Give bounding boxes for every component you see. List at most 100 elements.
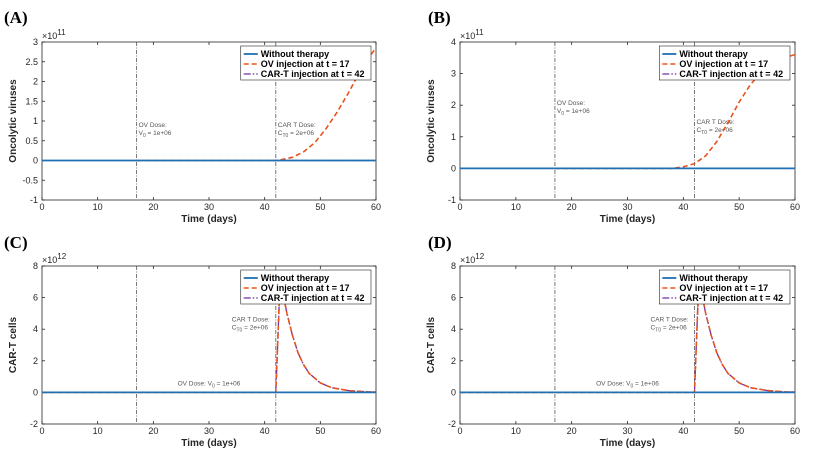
y-tick-label: 1.5 — [25, 96, 38, 106]
x-tick-label: 60 — [371, 426, 381, 436]
legend-box — [240, 45, 372, 81]
panel-label: (B) — [428, 8, 451, 27]
y-tick-label: -0.5 — [22, 175, 38, 185]
y-axis-label: Oncolytic viruses — [426, 79, 437, 163]
legend-entry: Without therapy — [679, 273, 747, 283]
y-tick-label: 0 — [451, 387, 456, 397]
panel-label: (D) — [428, 233, 452, 252]
x-tick-label: 30 — [204, 202, 214, 212]
panel-label: (A) — [4, 8, 28, 27]
legend-entry: Without therapy — [261, 273, 329, 283]
x-tick-label: 10 — [511, 202, 521, 212]
x-tick-label: 50 — [315, 426, 325, 436]
y-tick-label: 2 — [33, 356, 38, 366]
y-tick-label: 2 — [451, 100, 456, 110]
x-tick-label: 0 — [39, 426, 44, 436]
x-axis-label: Time (days) — [600, 214, 655, 225]
y-tick-label: -2 — [30, 419, 38, 429]
x-tick-label: 40 — [260, 426, 270, 436]
legend-entry: OV injection at t = 17 — [679, 283, 768, 293]
dose-annotation-value: V0 = 1e+06 — [139, 130, 172, 139]
x-tick-label: 30 — [622, 202, 632, 212]
x-axis-label: Time (days) — [181, 214, 236, 225]
y-axis-label: Oncolytic viruses — [8, 79, 19, 163]
y-tick-label: 0.5 — [25, 136, 38, 146]
y-tick-label: -2 — [448, 419, 456, 429]
x-tick-label: 20 — [148, 426, 158, 436]
dose-annotation-title: CAR T Dose: — [651, 316, 689, 323]
x-tick-label: 0 — [457, 202, 462, 212]
ov-dose-annotation: OV Dose: V0 = 1e+06 — [596, 380, 659, 389]
y-exponent-label: ×1012 — [42, 252, 67, 265]
x-tick-label: 20 — [148, 202, 158, 212]
dose-annotation-title: CAR T Dose: — [232, 316, 270, 323]
y-axis-label: CAR-T cells — [8, 317, 19, 374]
dose-annotation-value: CT0 = 2e+06 — [232, 324, 269, 333]
y-tick-label: 3 — [451, 69, 456, 79]
legend-entry: Without therapy — [261, 49, 329, 59]
y-tick-label: 2 — [33, 77, 38, 87]
dose-annotation-value: CT0 = 2e+06 — [278, 130, 315, 139]
panel-label: (C) — [4, 233, 28, 252]
legend-entry: OV injection at t = 17 — [679, 59, 768, 69]
y-tick-label: 2 — [451, 356, 456, 366]
x-tick-label: 10 — [93, 426, 103, 436]
y-tick-label: 4 — [451, 324, 456, 334]
y-tick-label: -1 — [448, 195, 456, 205]
dose-annotation-title: CAR T Dose: — [278, 122, 316, 129]
x-tick-label: 50 — [315, 202, 325, 212]
y-tick-label: 1 — [451, 132, 456, 142]
x-tick-label: 20 — [567, 426, 577, 436]
x-tick-label: 10 — [511, 426, 521, 436]
x-axis-label: Time (days) — [181, 438, 236, 449]
legend-entry: CAR-T injection at t = 42 — [261, 293, 365, 303]
legend-box — [240, 269, 372, 305]
y-tick-label: 0 — [451, 163, 456, 173]
x-tick-label: 60 — [371, 202, 381, 212]
y-tick-label: 4 — [33, 324, 38, 334]
x-tick-label: 40 — [678, 202, 688, 212]
dose-annotation-value: CT0 = 2e+06 — [651, 324, 688, 333]
y-tick-label: 2.5 — [25, 57, 38, 67]
y-tick-label: 0 — [33, 156, 38, 166]
legend-entry: CAR-T injection at t = 42 — [679, 293, 783, 303]
y-tick-label: 6 — [33, 293, 38, 303]
legend-entry: Without therapy — [679, 49, 747, 59]
legend-entry: OV injection at t = 17 — [261, 283, 350, 293]
y-exponent-label: ×1011 — [460, 28, 484, 41]
x-tick-label: 40 — [260, 202, 270, 212]
legend-entry: OV injection at t = 17 — [261, 59, 350, 69]
dose-annotation-value: V0 = 1e+06 — [557, 108, 590, 117]
x-tick-label: 60 — [790, 202, 800, 212]
chart-panel-1: (A) 0 10 20 30 40 50 60 -1 -0.5 0 0.5 1 1.5 2 2.5 3 ×1011… — [4, 8, 381, 225]
y-tick-label: 8 — [451, 261, 456, 271]
x-tick-label: 50 — [734, 426, 744, 436]
legend-box — [659, 269, 791, 305]
x-axis-label: Time (days) — [600, 438, 655, 449]
y-exponent-label: ×1011 — [42, 28, 66, 41]
dose-annotation-title: OV Dose: — [557, 100, 585, 107]
y-exponent-label: ×1012 — [460, 252, 485, 265]
dose-annotation-value: CT0 = 2e+06 — [697, 127, 734, 136]
legend-box — [659, 45, 791, 81]
x-tick-label: 0 — [457, 426, 462, 436]
y-tick-label: -1 — [30, 195, 38, 205]
x-tick-label: 40 — [678, 426, 688, 436]
legend-entry: CAR-T injection at t = 42 — [261, 69, 365, 79]
y-tick-label: 0 — [33, 387, 38, 397]
x-tick-label: 20 — [567, 202, 577, 212]
x-tick-label: 10 — [93, 202, 103, 212]
x-tick-label: 0 — [39, 202, 44, 212]
y-tick-label: 4 — [451, 37, 456, 47]
y-axis-label: CAR-T cells — [426, 317, 437, 374]
ov-dose-annotation: OV Dose: V0 = 1e+06 — [178, 380, 241, 389]
x-tick-label: 30 — [204, 426, 214, 436]
x-tick-label: 60 — [790, 426, 800, 436]
y-tick-label: 1 — [33, 116, 38, 126]
x-tick-label: 50 — [734, 202, 744, 212]
dose-annotation-title: OV Dose: — [139, 122, 167, 129]
